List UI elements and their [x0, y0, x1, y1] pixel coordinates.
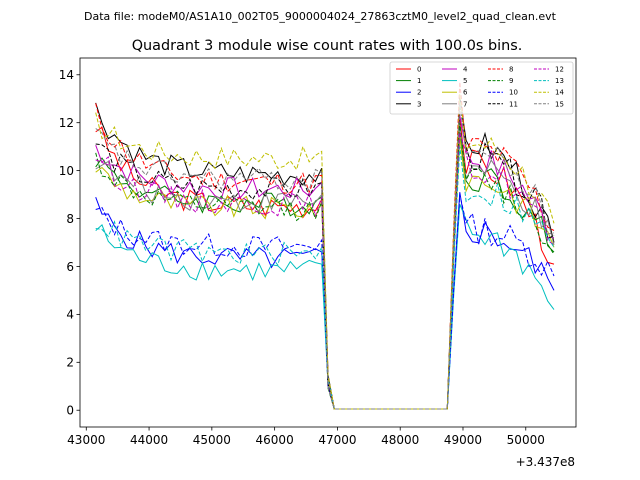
legend-label-1: 1 — [417, 77, 421, 85]
legend-label-15: 15 — [555, 100, 564, 108]
series-line-15 — [95, 103, 555, 410]
series-line-10 — [95, 194, 555, 410]
y-tick-label-4: 8 — [66, 212, 74, 226]
y-tick-label-6: 12 — [59, 116, 74, 130]
legend-label-4: 4 — [463, 66, 468, 74]
y-tick-label-1: 2 — [66, 356, 74, 370]
legend-label-7: 7 — [463, 100, 467, 108]
legend-label-11: 11 — [509, 100, 518, 108]
y-tick-label-3: 6 — [66, 260, 74, 274]
y-tick-label-7: 14 — [59, 68, 74, 82]
legend-label-0: 0 — [417, 66, 421, 74]
y-tick-label-5: 10 — [59, 164, 74, 178]
x-tick-label-5: 48000 — [381, 433, 419, 447]
series-line-8 — [95, 81, 555, 410]
legend-label-14: 14 — [555, 89, 564, 97]
legend-label-13: 13 — [555, 77, 564, 85]
axes-layer: 43000 44000 45000 46000 47000 48000 49000 50000… — [59, 57, 577, 447]
legend-label-12: 12 — [555, 66, 564, 74]
x-axis-offset-label: +3.437e8 — [516, 455, 575, 469]
y-tick-label-0: 0 — [66, 404, 74, 418]
chart-title: Quadrant 3 module wise count rates with … — [132, 38, 523, 54]
legend-box — [389, 61, 574, 115]
series-line-11 — [95, 105, 555, 410]
y-tick-label-2: 4 — [66, 308, 74, 322]
series-layer — [95, 81, 555, 410]
x-tick-label-6: 49000 — [444, 433, 482, 447]
x-tick-label-0: 43000 — [67, 433, 105, 447]
series-line-12 — [95, 132, 555, 410]
x-tick-label-4: 47000 — [318, 433, 356, 447]
x-tick-label-1: 44000 — [130, 433, 168, 447]
legend-label-9: 9 — [509, 77, 513, 85]
legend-label-5: 5 — [463, 77, 467, 85]
legend-label-10: 10 — [509, 89, 518, 97]
legend-label-6: 6 — [463, 89, 468, 97]
legend-label-2: 2 — [417, 89, 421, 97]
x-tick-label-2: 45000 — [193, 433, 231, 447]
chart-suptitle: Data file: modeM0/AS1A10_002T05_90000040… — [84, 10, 557, 23]
plot-frame — [79, 57, 577, 428]
series-line-13 — [95, 146, 555, 410]
legend-label-8: 8 — [509, 66, 513, 74]
x-tick-label-7: 50000 — [507, 433, 545, 447]
series-line-14 — [95, 93, 555, 410]
legend-label-3: 3 — [417, 100, 421, 108]
x-tick-label-3: 46000 — [256, 433, 294, 447]
